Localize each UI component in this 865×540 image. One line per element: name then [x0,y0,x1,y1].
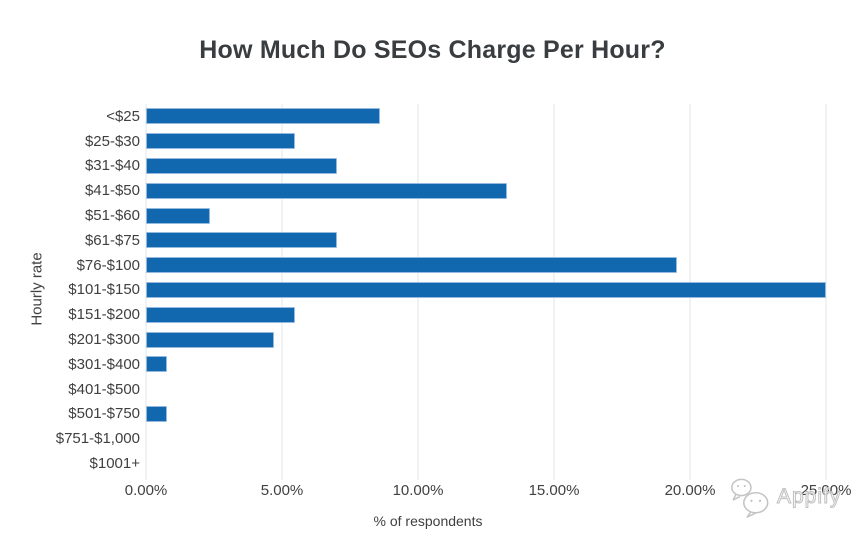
x-axis-ticks: 0.00% 5.00% 10.00% 15.00% 20.00% 25.00% [125,482,852,500]
chart-row: $201-$300 [30,327,826,352]
chart-row: <$25 [30,104,826,129]
chart-title: How Much Do SEOs Charge Per Hour? [199,36,666,64]
bar [146,133,295,150]
x-tick-label: 15.00% [528,482,580,499]
bar-area [146,228,826,253]
bar-area [146,104,826,129]
category-label: <$25 [106,107,140,125]
bar [146,281,826,298]
bar-area [146,426,826,451]
bar-area [146,253,826,278]
bar [146,356,168,373]
category-label: $76-$100 [76,256,140,274]
chart-row: $61-$75 [30,228,826,253]
bar-area [146,402,826,427]
bar-area [146,278,826,303]
bar [146,108,380,125]
category-label: $151-$200 [68,306,140,324]
x-tick-label: 25.00% [800,482,852,499]
chart-row: $301-$400 [30,352,826,377]
chart-rows: <$25 $25-$30 $31-$40 $41-$50 $51-$60 $61-$75 $… [30,104,826,476]
bar-area [146,129,826,154]
category-label: $201-$300 [68,331,140,349]
bar [146,182,508,199]
x-tick-label: 0.00% [124,482,168,499]
chart-row: $31-$40 [30,154,826,179]
chart-row: $401-$500 [30,377,826,402]
bar-area [146,327,826,352]
category-label: $41-$50 [84,182,140,200]
bar-area [146,377,826,402]
bar-area [146,154,826,179]
bar-area [146,178,826,203]
category-label: $501-$750 [68,405,140,423]
category-label: $751-$1,000 [55,430,140,448]
chart-row: $101-$150 [30,278,826,303]
bar [146,257,678,274]
chart-row: $501-$750 [30,402,826,427]
bar-area [146,203,826,228]
category-label: $25-$30 [84,132,140,150]
bar-area [146,302,826,327]
bar [146,157,338,174]
chart-row: $76-$100 [30,253,826,278]
category-label: $101-$150 [68,281,140,299]
bar [146,405,168,422]
chart-row: $25-$30 [30,129,826,154]
category-label: $1001+ [89,455,140,473]
category-label: $31-$40 [84,157,140,175]
bar [146,207,210,224]
x-tick-label: 5.00% [260,482,304,499]
bar [146,232,338,249]
bar-area [146,451,826,476]
chart-row: $51-$60 [30,203,826,228]
gridline [825,104,827,480]
category-label: $301-$400 [68,355,140,373]
category-label: $401-$500 [68,380,140,398]
category-label: $61-$75 [84,231,140,249]
chart-row: $41-$50 [30,178,826,203]
x-tick-label: 10.00% [392,482,444,499]
chart-row: $151-$200 [30,302,826,327]
chart-row: $1001+ [30,451,826,476]
category-label: $51-$60 [84,207,140,225]
chart-row: $751-$1,000 [30,426,826,451]
bar [146,331,274,348]
x-tick-label: 20.00% [664,482,716,499]
bar-area [146,352,826,377]
bar [146,306,295,323]
x-axis-title: % of respondents [373,513,483,529]
